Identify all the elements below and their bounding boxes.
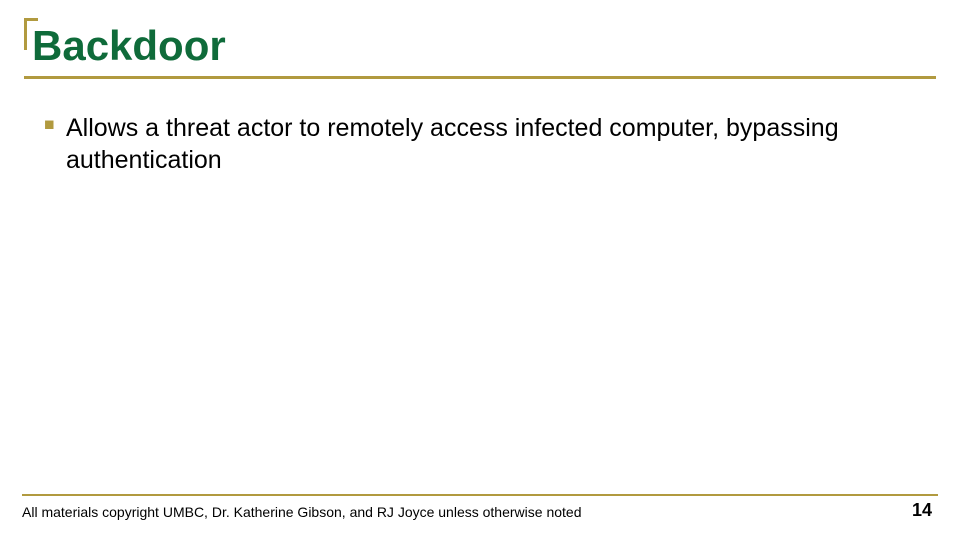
footer-rule	[22, 494, 938, 496]
title-block: Backdoor	[24, 18, 936, 68]
slide-title: Backdoor	[24, 18, 936, 68]
bullet-item: ■ Allows a threat actor to remotely acce…	[44, 112, 916, 176]
footer-copyright: All materials copyright UMBC, Dr. Kather…	[22, 504, 581, 520]
page-number: 14	[912, 500, 932, 521]
corner-accent-icon	[24, 18, 38, 50]
bullet-text: Allows a threat actor to remotely access…	[66, 112, 916, 176]
slide: Backdoor ■ Allows a threat actor to remo…	[0, 0, 960, 540]
title-underline	[24, 76, 936, 79]
bullet-marker-icon: ■	[44, 112, 66, 136]
body: ■ Allows a threat actor to remotely acce…	[44, 112, 916, 176]
